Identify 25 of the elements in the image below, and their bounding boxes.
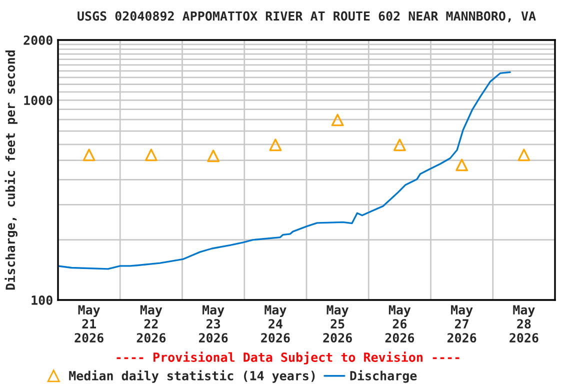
y-tick-label: 100 <box>32 295 52 305</box>
x-tick-label: May 27 2026 <box>447 305 476 343</box>
y-tick-label: 1000 <box>24 96 52 106</box>
point <box>393 138 406 152</box>
x-tick-label: May 25 2026 <box>323 305 352 343</box>
y-tick-label: 2000 <box>24 35 52 45</box>
point <box>456 158 468 172</box>
x-tick-label: May 22 2026 <box>136 305 166 343</box>
x-tick-label: May 26 2026 <box>385 305 414 343</box>
x-tick-label: May 23 2026 <box>198 305 228 343</box>
point <box>331 114 344 126</box>
point <box>207 150 220 162</box>
point <box>144 148 158 162</box>
x-tick-label: May 21 2026 <box>74 305 104 343</box>
legend-label: Median daily statistic (14 years) <box>69 370 315 383</box>
line-series <box>58 71 511 270</box>
text: ---- Provisional Data Subject to Revision ---- <box>116 352 460 364</box>
point <box>269 138 282 152</box>
y-axis-title: Discharge, cubic feet per second <box>4 50 18 290</box>
point <box>518 148 530 162</box>
chart-title: USGS 02040892 APPOMATTOX RIVER AT ROUTE 602 NEAR MANNBORO, VA <box>78 11 536 22</box>
x-tick-label: May 28 2026 <box>510 305 538 343</box>
legend-label: Discharge <box>350 370 417 383</box>
point <box>82 148 96 162</box>
x-tick-label: May 24 2026 <box>261 305 290 343</box>
